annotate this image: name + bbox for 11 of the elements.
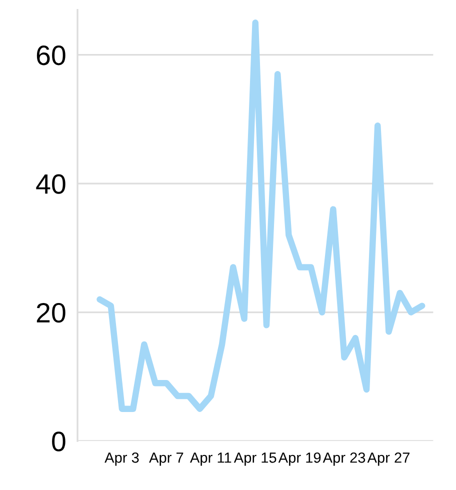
y-tick-label: 20 [36, 302, 66, 323]
x-tick-label: Apr 23 [322, 452, 366, 466]
x-tick-label: Apr 19 [278, 452, 321, 466]
x-tick-label: Apr 11 [190, 452, 232, 466]
y-tick-label: 0 [52, 432, 66, 452]
y-tick-label: 40 [36, 174, 66, 194]
x-tick-label: Apr 7 [149, 452, 184, 466]
x-tick-label: Apr 27 [367, 452, 410, 466]
x-tick-label: Apr 15 [234, 452, 276, 466]
x-tick-label: Apr 3 [104, 452, 139, 466]
y-tick-label: 60 [36, 46, 66, 66]
